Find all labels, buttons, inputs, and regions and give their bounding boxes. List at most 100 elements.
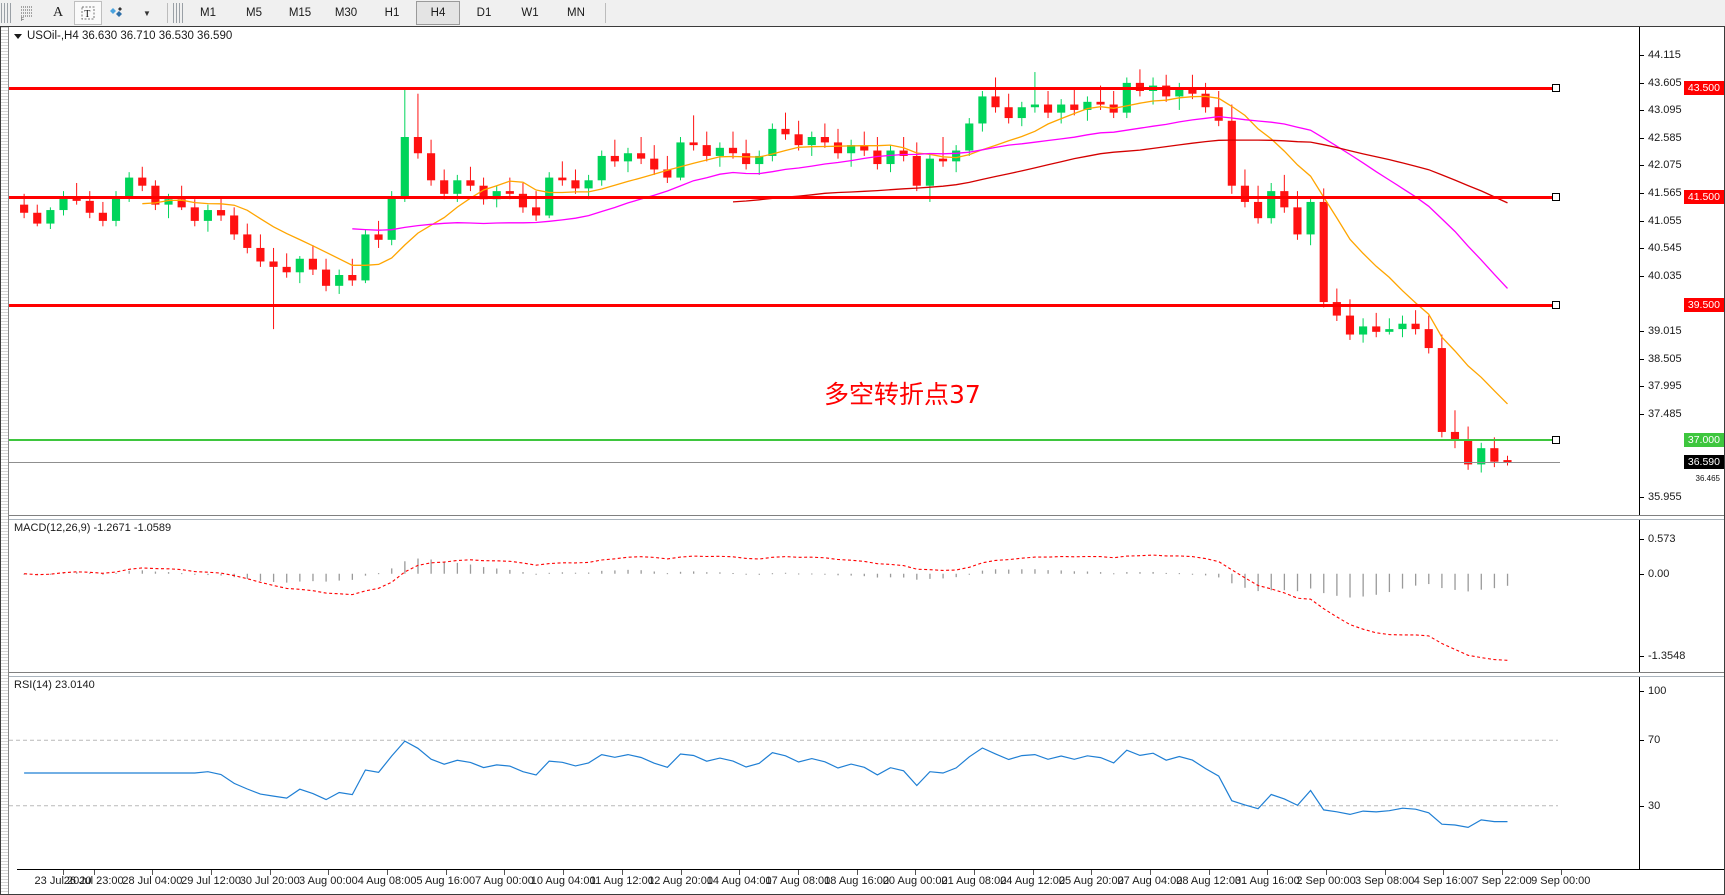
time-tick-label: 26 Jul 23:00 (63, 875, 124, 887)
time-tick (387, 870, 389, 875)
timeframe-m1[interactable]: M1 (200, 7, 216, 19)
resistance-43500-label[interactable]: 43.500 (1683, 81, 1724, 96)
support-37000-line[interactable] (9, 439, 1560, 442)
time-tick-label: 9 Sep 00:00 (1531, 875, 1591, 887)
rsi-series (9, 739, 1558, 829)
macd-series (23, 554, 1509, 661)
price-series (20, 69, 1512, 473)
macd-axis: 0.573 0.00 -1.3548 (1640, 520, 1724, 672)
price-tick (1640, 275, 1644, 277)
timeframe-w1[interactable]: W1 (521, 7, 539, 19)
macd-tick (1640, 538, 1644, 540)
resistance-39500-line[interactable] (9, 303, 1560, 307)
bid-price-36465: 36.465 (1695, 474, 1720, 483)
price-tick-label: 40.035 (1648, 269, 1682, 282)
rsi-tick-label: 70 (1648, 734, 1661, 747)
resistance-41500-line[interactable] (9, 195, 1560, 199)
time-tick (1149, 870, 1151, 875)
time-tick (1443, 870, 1445, 875)
rsi-tick (1640, 691, 1644, 692)
time-tick (856, 870, 858, 875)
time-tick-label: 28 Jul 04:00 (122, 875, 183, 887)
timeframe-d1[interactable]: D1 (476, 7, 492, 19)
rsi-tick (1640, 805, 1644, 807)
price-tick (1640, 413, 1644, 415)
price-axis-line (1639, 27, 1640, 515)
resistance-41500-handle[interactable] (1552, 192, 1560, 201)
toolbar-divider (167, 3, 168, 23)
price-tick (1640, 358, 1644, 360)
price-macd-separator[interactable] (9, 515, 1724, 516)
time-tick (1502, 870, 1504, 875)
time-tick-label: 28 Aug 12:00 (1176, 875, 1242, 887)
time-tick-label: 31 Aug 16:00 (1234, 875, 1300, 887)
time-tick-label: 4 Aug 08:00 (357, 875, 417, 887)
collapse-triangle-icon[interactable] (14, 33, 22, 39)
price-tick-label: 42.075 (1648, 159, 1682, 172)
text-tool-icon[interactable]: A (52, 5, 64, 20)
time-tick-label: 3 Aug 00:00 (299, 875, 358, 887)
toolbar-grip[interactable] (1, 3, 11, 23)
macd-pane[interactable]: MACD(12,26,9) -1.2671 -1.0589 0.573 0.00 -… (9, 520, 1724, 672)
price-tick (1640, 248, 1644, 250)
time-tick-label: 11 Aug 12:00 (589, 875, 654, 887)
chart-annotation: 多空转折点37 (824, 380, 981, 409)
time-tick-label: 20 Aug 00:00 (882, 875, 948, 887)
time-tick (152, 870, 154, 875)
price-tick-label: 43.605 (1648, 76, 1682, 89)
price-tick-label: 42.585 (1648, 131, 1682, 144)
support-37000-handle[interactable] (1552, 436, 1560, 445)
resistance-41500-label[interactable]: 41.500 (1683, 189, 1724, 204)
symbol-header: USOil-,H4 36.630 36.710 36.530 36.590 (14, 30, 232, 42)
chart-plot-area[interactable]: USOil-,H4 36.630 36.710 36.530 36.590 44… (9, 27, 1724, 894)
time-tick-label: 3 Sep 08:00 (1355, 875, 1415, 887)
timeframe-m5[interactable]: M5 (246, 7, 262, 19)
time-tick-label: 2 Sep 00:00 (1296, 875, 1356, 887)
time-tick (1384, 870, 1386, 875)
chevron-down-icon[interactable]: ▼ (143, 8, 151, 18)
time-tick-label: 18 Aug 16:00 (824, 875, 889, 887)
price-pane[interactable]: USOil-,H4 36.630 36.710 36.530 36.590 44… (9, 27, 1724, 515)
rsi-pane[interactable]: RSI(14) 23.0140 100 70 30 (9, 677, 1724, 869)
macd-rsi-separator[interactable] (9, 672, 1724, 673)
time-tick-label: 23 Jul 2020 (34, 875, 92, 887)
label-tool-icon[interactable]: T (74, 1, 102, 25)
last-price-36590-label[interactable]: 36.590 (1683, 455, 1724, 470)
price-tick-label: 39.015 (1648, 325, 1682, 337)
time-tick (1560, 870, 1562, 875)
macd-tick (1640, 573, 1644, 575)
time-tick (797, 870, 799, 875)
resistance-43500-line[interactable] (9, 87, 1560, 91)
time-tick (973, 870, 975, 875)
timeframe-m15[interactable]: M15 (288, 7, 312, 19)
resistance-43500-handle[interactable] (1552, 84, 1560, 93)
time-tick (1267, 870, 1269, 875)
timeframe-m30[interactable]: M30 (334, 7, 358, 19)
time-tick (1326, 870, 1328, 875)
time-tick-label: 14 Aug 04:00 (706, 875, 772, 887)
timeframe-h1[interactable]: H1 (384, 7, 400, 19)
macd-title: MACD(12,26,9) -1.2671 -1.0589 (14, 522, 172, 534)
rsi-tick (1640, 740, 1644, 742)
time-tick-label: 25 Aug 20:00 (1058, 875, 1124, 887)
resistance-39500-handle[interactable] (1552, 300, 1560, 309)
resistance-39500-label[interactable]: 39.500 (1683, 297, 1724, 312)
time-axis[interactable]: 23 Jul 2020 26 Jul 23:00 28 Jul 04:00 29 Ju… (17, 869, 1724, 894)
chart-left-grip[interactable] (1, 27, 9, 894)
symbol-label: USOil-,H4 36.630 36.710 36.530 36.590 (27, 30, 233, 42)
rsi-axis-line (1639, 677, 1640, 869)
rsi-tick-label: 30 (1648, 799, 1661, 812)
crosshair-icon[interactable]: F (14, 1, 42, 25)
time-tick-label: 24 Aug 12:00 (1000, 875, 1066, 887)
timeframe-h4[interactable]: H4 (416, 1, 460, 25)
macd-tick-label: 0.00 (1648, 567, 1670, 580)
price-tick-label: 35.955 (1648, 490, 1682, 503)
macd-tick-label: 0.573 (1648, 532, 1676, 545)
support-37000-label[interactable]: 37.000 (1683, 433, 1724, 448)
timeframe-grip[interactable] (173, 3, 183, 23)
svg-text:T: T (84, 9, 90, 20)
objects-icon[interactable] (104, 1, 132, 25)
last-price-line (9, 462, 1560, 464)
timeframe-mn[interactable]: MN (567, 7, 585, 19)
